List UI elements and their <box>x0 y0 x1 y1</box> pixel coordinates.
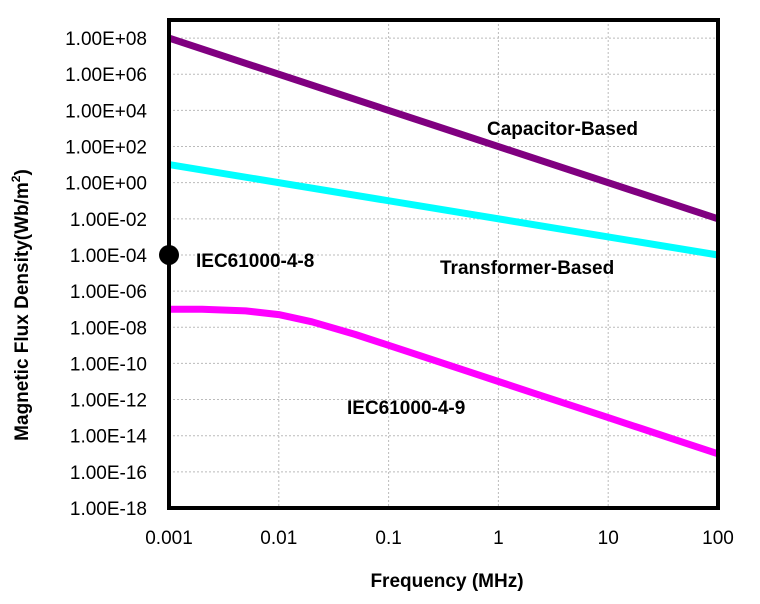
y-tick-label: 1.00E-18 <box>70 499 147 520</box>
y-tick-label: 1.00E+06 <box>65 65 147 86</box>
label-capacitor-based: Capacitor-Based <box>487 119 638 140</box>
y-tick-labels: 1.00E+08 1.00E+06 1.00E+04 1.00E+02 1.00E+00… <box>65 29 147 520</box>
label-iec61000-4-9: IEC61000-4-9 <box>347 398 465 419</box>
x-tick-label: 1 <box>493 528 504 549</box>
series-line-capacitor-based <box>167 34 720 223</box>
y-axis-label-close: ) <box>12 169 33 175</box>
point-marker-iec61000-4-8 <box>159 244 179 265</box>
series-line-iec61000-4-9 <box>168 305 720 458</box>
series-lines <box>167 34 720 458</box>
x-tick-label: 0.01 <box>260 528 297 549</box>
y-tick-label: 1.00E-08 <box>70 318 147 339</box>
y-tick-label: 1.00E-14 <box>70 427 148 448</box>
y-tick-label: 1.00E-12 <box>70 391 147 412</box>
x-tick-labels: 0.001 0.01 0.1 1 10 100 <box>145 528 734 549</box>
y-tick-label: 1.00E-10 <box>70 354 147 375</box>
y-tick-label: 1.00E+04 <box>65 101 147 122</box>
x-tick-label: 10 <box>598 528 619 549</box>
label-transformer-based: Transformer-Based <box>440 258 614 279</box>
y-axis-label-main: Magnetic Flux Density(Wb/m <box>12 182 33 441</box>
x-tick-label: 0.1 <box>375 528 401 549</box>
point-markers <box>159 244 179 265</box>
x-axis-label: Frequency (MHz) <box>370 571 523 592</box>
y-tick-label: 1.00E-04 <box>70 246 148 267</box>
y-tick-label: 1.00E+02 <box>65 138 147 159</box>
y-axis-label-sup: 2 <box>9 175 23 182</box>
y-tick-label: 1.00E+08 <box>65 29 147 50</box>
y-tick-label: 1.00E-06 <box>70 282 147 303</box>
x-tick-label: 0.001 <box>145 528 193 549</box>
y-tick-label: 1.00E-16 <box>70 463 147 484</box>
y-axis-label: Magnetic Flux Density(Wb/m2) <box>9 169 33 441</box>
y-tick-label: 1.00E-02 <box>70 210 147 231</box>
label-iec61000-4-8: IEC61000-4-8 <box>196 251 314 272</box>
x-tick-label: 100 <box>702 528 734 549</box>
series-line-transformer-based <box>168 161 719 259</box>
y-tick-label: 1.00E+00 <box>65 174 147 195</box>
